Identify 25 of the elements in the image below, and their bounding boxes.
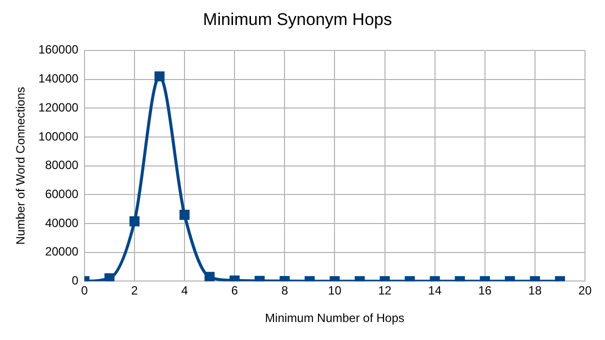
x-tick-label: 8 bbox=[281, 284, 288, 298]
x-tick-label: 10 bbox=[328, 284, 342, 298]
x-tick-label: 4 bbox=[181, 284, 188, 298]
y-tick-label: 40000 bbox=[45, 216, 79, 230]
x-axis-title: Minimum Number of Hops bbox=[265, 311, 404, 326]
y-tick-label: 60000 bbox=[45, 186, 79, 201]
y-tick-label: 100000 bbox=[38, 129, 79, 144]
x-tick-label: 6 bbox=[231, 284, 238, 298]
x-tick-label: 12 bbox=[378, 284, 392, 298]
y-tick-label: 140000 bbox=[38, 72, 79, 86]
chart-title: Minimum Synonym Hops bbox=[203, 10, 392, 29]
x-tick-label: 2 bbox=[131, 284, 138, 298]
x-tick-label: 18 bbox=[528, 284, 542, 298]
point bbox=[154, 71, 165, 82]
y-tick-label: 20000 bbox=[45, 244, 79, 259]
y-tick-label: 160000 bbox=[38, 42, 79, 57]
x-tick-label: 14 bbox=[428, 284, 442, 298]
y-tick-label: 80000 bbox=[45, 158, 79, 172]
x-tick-label: 16 bbox=[478, 284, 492, 298]
y-tick-label: 120000 bbox=[38, 100, 79, 114]
y-tick-label: 0 bbox=[72, 274, 79, 288]
x-tick-label: 0 bbox=[81, 284, 88, 298]
x-tick-label: 20 bbox=[578, 284, 592, 298]
y-axis-title: Number of Word Connections bbox=[14, 86, 28, 245]
point bbox=[104, 273, 115, 282]
